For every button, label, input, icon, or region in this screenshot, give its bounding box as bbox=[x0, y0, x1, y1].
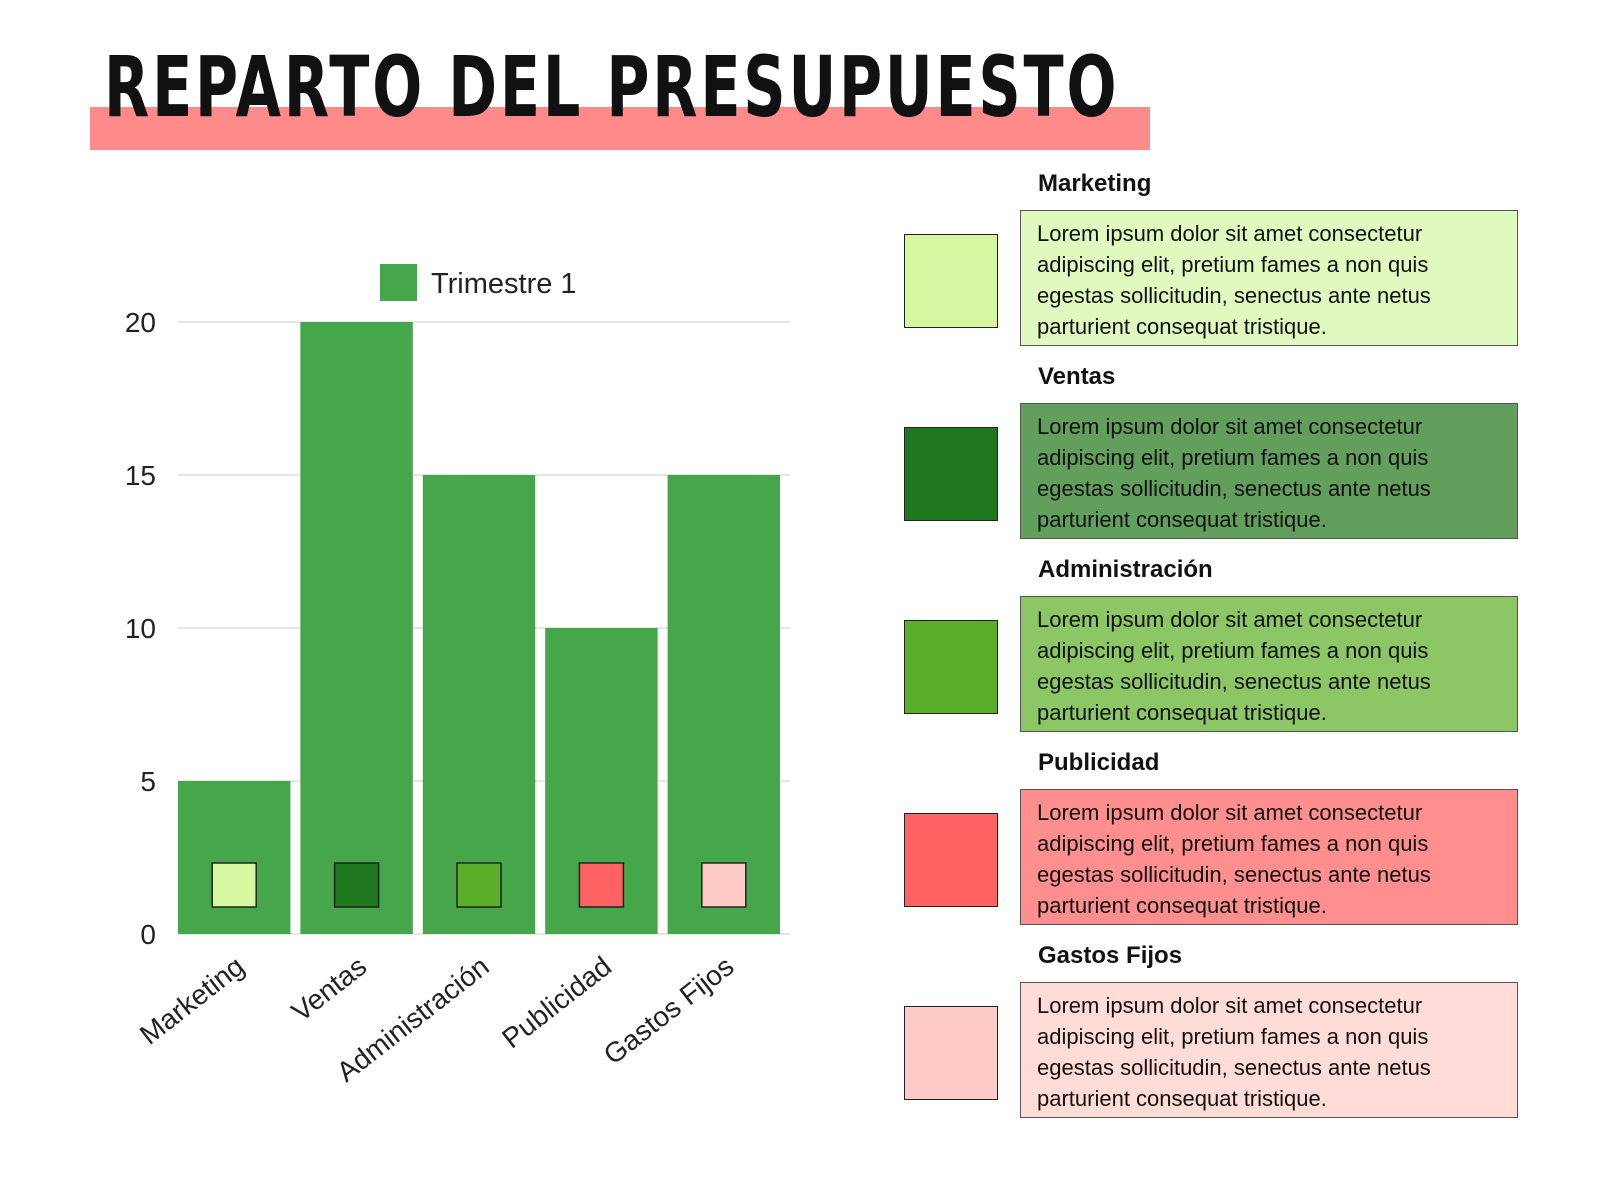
bar-marker-swatch bbox=[701, 862, 747, 908]
y-tick-label: 15 bbox=[125, 460, 156, 491]
bar-marketing bbox=[178, 781, 291, 934]
legend-description: Lorem ipsum dolor sit amet consectetur a… bbox=[1020, 789, 1518, 925]
y-tick-label: 0 bbox=[140, 919, 156, 950]
x-tick-label: Ventas bbox=[286, 950, 373, 1027]
color-swatch bbox=[904, 813, 998, 907]
legend-item-gastos-fijos: Gastos Fijos Lorem ipsum dolor sit amet … bbox=[890, 942, 1530, 1135]
bar-administración bbox=[422, 475, 536, 934]
legend-description: Lorem ipsum dolor sit amet consectetur a… bbox=[1020, 596, 1518, 732]
legend-item-publicidad: Publicidad Lorem ipsum dolor sit amet co… bbox=[890, 749, 1530, 942]
x-tick-label: Gastos Fijos bbox=[598, 950, 740, 1070]
bar-marker-swatch bbox=[211, 862, 257, 908]
color-swatch bbox=[904, 234, 998, 328]
title-highlight-band bbox=[90, 107, 1150, 150]
legend-description: Lorem ipsum dolor sit amet consectetur a… bbox=[1020, 210, 1518, 346]
color-swatch bbox=[904, 620, 998, 714]
y-tick-label: 5 bbox=[140, 766, 156, 797]
color-swatch bbox=[904, 1006, 998, 1100]
legend-heading: Ventas bbox=[1038, 363, 1116, 390]
x-tick-label: Publicidad bbox=[496, 950, 617, 1054]
category-legend-list: Marketing Lorem ipsum dolor sit amet con… bbox=[890, 170, 1530, 1135]
page-title: REPARTO DEL PRESUPUESTO bbox=[104, 38, 1120, 136]
bar-markers bbox=[211, 862, 747, 908]
color-swatch bbox=[904, 427, 998, 521]
chart-legend: Trimestre 1 bbox=[380, 264, 577, 301]
legend-heading: Publicidad bbox=[1038, 749, 1160, 776]
bar-gastos-fijos bbox=[667, 475, 780, 934]
legend-item-administracion: Administración Lorem ipsum dolor sit ame… bbox=[890, 556, 1530, 749]
y-tick-label: 10 bbox=[125, 613, 156, 644]
legend-item-marketing: Marketing Lorem ipsum dolor sit amet con… bbox=[890, 170, 1530, 363]
legend-label: Trimestre 1 bbox=[431, 268, 577, 300]
legend-description: Lorem ipsum dolor sit amet consectetur a… bbox=[1020, 403, 1518, 539]
legend-heading: Administración bbox=[1038, 556, 1213, 583]
legend-item-ventas: Ventas Lorem ipsum dolor sit amet consec… bbox=[890, 363, 1530, 556]
bar-ventas bbox=[300, 322, 413, 934]
bar-marker-swatch bbox=[333, 862, 380, 908]
legend-description: Lorem ipsum dolor sit amet consectetur a… bbox=[1020, 982, 1518, 1118]
bar-marker-swatch bbox=[456, 862, 502, 908]
legend-heading: Marketing bbox=[1038, 170, 1152, 197]
bar-marker-swatch bbox=[578, 862, 625, 908]
legend-heading: Gastos Fijos bbox=[1038, 942, 1183, 969]
legend-swatch bbox=[380, 264, 417, 301]
y-axis-ticks: 0 5 10 15 20 bbox=[125, 307, 156, 950]
y-tick-label: 20 bbox=[125, 307, 156, 338]
x-tick-label: Marketing bbox=[134, 950, 250, 1050]
